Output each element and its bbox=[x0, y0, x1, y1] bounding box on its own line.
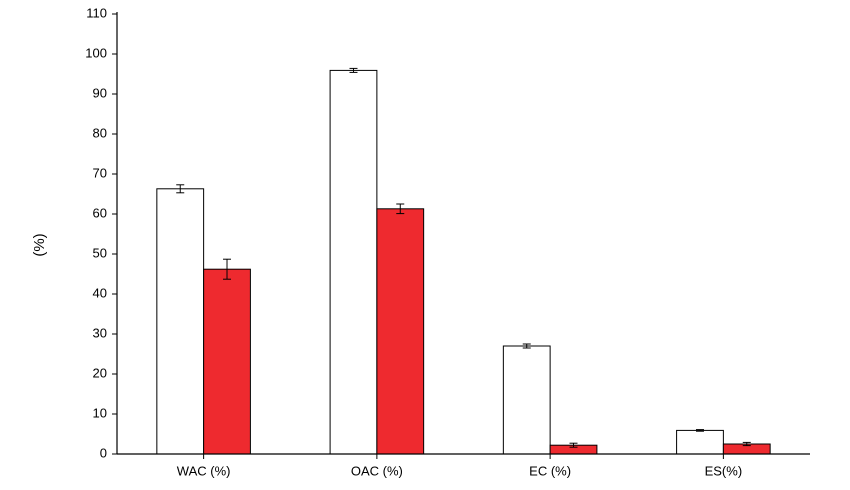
bar bbox=[376, 208, 425, 455]
bar bbox=[203, 268, 251, 455]
bar bbox=[329, 69, 378, 455]
x-tick-label: WAC (%) bbox=[177, 463, 231, 478]
x-tick-label: EC (%) bbox=[529, 463, 571, 478]
y-tick-label: 20 bbox=[93, 365, 107, 380]
bar bbox=[156, 188, 205, 455]
y-tick-label: 10 bbox=[93, 405, 107, 420]
error-bar bbox=[176, 184, 185, 194]
y-tick-label: 60 bbox=[93, 205, 107, 220]
y-tick-label: 110 bbox=[86, 5, 107, 20]
bar bbox=[502, 345, 551, 455]
y-tick-label: 100 bbox=[85, 45, 107, 60]
error-bar bbox=[396, 203, 405, 215]
bar bbox=[676, 429, 724, 455]
x-tick-label: ES(%) bbox=[705, 463, 743, 478]
error-bar bbox=[742, 441, 751, 447]
y-tick-label: 50 bbox=[93, 245, 107, 260]
y-tick-label: 30 bbox=[93, 325, 107, 340]
y-tick-label: 80 bbox=[93, 125, 107, 140]
y-tick-label: 70 bbox=[93, 165, 107, 180]
y-axis-label: (%) bbox=[31, 233, 48, 256]
error-bar bbox=[522, 343, 531, 349]
error-bar bbox=[349, 67, 358, 73]
y-tick-label: 40 bbox=[93, 285, 107, 300]
x-tick-label: OAC (%) bbox=[351, 463, 403, 478]
error-bar bbox=[223, 258, 232, 280]
error-bar bbox=[569, 442, 578, 448]
y-tick-label: 90 bbox=[93, 85, 107, 100]
error-bar bbox=[695, 429, 704, 432]
y-tick-label: 0 bbox=[100, 445, 107, 460]
